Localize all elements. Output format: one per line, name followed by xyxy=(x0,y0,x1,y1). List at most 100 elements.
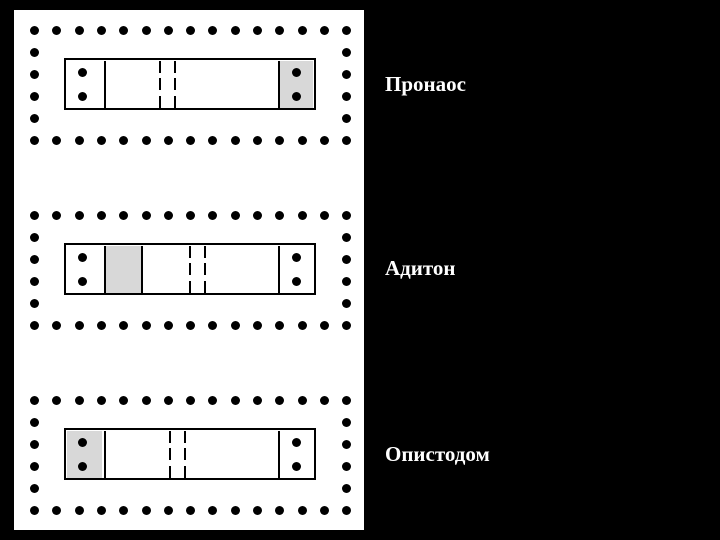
column-dot xyxy=(231,136,240,145)
column-dot xyxy=(275,506,284,515)
column-dot xyxy=(275,321,284,330)
column-dot xyxy=(342,211,351,220)
column-dot xyxy=(342,418,351,427)
column-dot xyxy=(119,211,128,220)
column-dot xyxy=(142,26,151,35)
column-dot xyxy=(208,396,217,405)
column-dot xyxy=(320,211,329,220)
column-dot xyxy=(298,26,307,35)
anta-column-dot xyxy=(78,68,87,77)
column-dot xyxy=(275,211,284,220)
column-dot xyxy=(75,211,84,220)
column-dot xyxy=(342,506,351,515)
column-dot xyxy=(231,396,240,405)
dashed-wall-segment xyxy=(169,431,171,443)
dashed-wall-segment xyxy=(159,78,161,90)
anta-column-dot xyxy=(292,277,301,286)
column-dot xyxy=(75,396,84,405)
column-dot xyxy=(119,136,128,145)
column-dot xyxy=(30,506,39,515)
dashed-wall-segment xyxy=(184,431,186,443)
highlighted-room xyxy=(106,246,141,293)
column-dot xyxy=(253,136,262,145)
column-dot xyxy=(30,48,39,57)
column-dot xyxy=(231,26,240,35)
column-dot xyxy=(186,26,195,35)
column-dot xyxy=(30,462,39,471)
column-dot xyxy=(298,136,307,145)
column-dot xyxy=(186,396,195,405)
anta-column-dot xyxy=(78,462,87,471)
column-dot xyxy=(320,396,329,405)
wall xyxy=(104,61,106,108)
column-dot xyxy=(75,506,84,515)
column-dot xyxy=(30,440,39,449)
column-dot xyxy=(275,136,284,145)
column-dot xyxy=(320,506,329,515)
column-dot xyxy=(342,136,351,145)
column-dot xyxy=(142,506,151,515)
column-dot xyxy=(52,26,61,35)
column-dot xyxy=(119,321,128,330)
anta-column-dot xyxy=(292,462,301,471)
column-dot xyxy=(30,233,39,242)
column-dot xyxy=(342,26,351,35)
column-dot xyxy=(164,211,173,220)
column-dot xyxy=(30,277,39,286)
column-dot xyxy=(342,114,351,123)
anta-column-dot xyxy=(78,277,87,286)
column-dot xyxy=(52,506,61,515)
column-dot xyxy=(97,321,106,330)
column-dot xyxy=(186,211,195,220)
column-dot xyxy=(342,233,351,242)
column-dot xyxy=(298,211,307,220)
column-dot xyxy=(208,26,217,35)
dashed-wall-segment xyxy=(159,61,161,73)
column-dot xyxy=(231,321,240,330)
column-dot xyxy=(298,321,307,330)
column-dot xyxy=(342,70,351,79)
column-dot xyxy=(52,396,61,405)
column-dot xyxy=(142,211,151,220)
temple-plan-2 xyxy=(24,390,354,520)
anta-column-dot xyxy=(292,438,301,447)
anta-column-dot xyxy=(292,92,301,101)
column-dot xyxy=(208,136,217,145)
column-dot xyxy=(186,136,195,145)
column-dot xyxy=(119,396,128,405)
column-dot xyxy=(186,321,195,330)
column-dot xyxy=(342,396,351,405)
dashed-wall-segment xyxy=(204,263,206,275)
column-dot xyxy=(30,70,39,79)
wall xyxy=(278,431,280,478)
column-dot xyxy=(30,26,39,35)
column-dot xyxy=(342,277,351,286)
column-dot xyxy=(208,321,217,330)
column-dot xyxy=(142,321,151,330)
column-dot xyxy=(298,396,307,405)
temple-plan-0 xyxy=(24,20,354,150)
column-dot xyxy=(142,136,151,145)
anta-column-dot xyxy=(78,253,87,262)
wall xyxy=(278,246,280,293)
label-pronaos: Пронаос xyxy=(385,72,466,97)
column-dot xyxy=(231,506,240,515)
column-dot xyxy=(253,211,262,220)
column-dot xyxy=(30,136,39,145)
wall xyxy=(104,431,106,478)
column-dot xyxy=(342,321,351,330)
column-dot xyxy=(97,396,106,405)
label-adyton: Адитон xyxy=(385,256,456,281)
column-dot xyxy=(164,396,173,405)
column-dot xyxy=(342,255,351,264)
column-dot xyxy=(320,136,329,145)
dashed-wall-segment xyxy=(189,281,191,293)
column-dot xyxy=(52,321,61,330)
dashed-wall-segment xyxy=(184,448,186,460)
column-dot xyxy=(164,321,173,330)
column-dot xyxy=(97,211,106,220)
anta-column-dot xyxy=(78,92,87,101)
column-dot xyxy=(342,462,351,471)
dashed-wall-segment xyxy=(189,246,191,258)
column-dot xyxy=(97,26,106,35)
